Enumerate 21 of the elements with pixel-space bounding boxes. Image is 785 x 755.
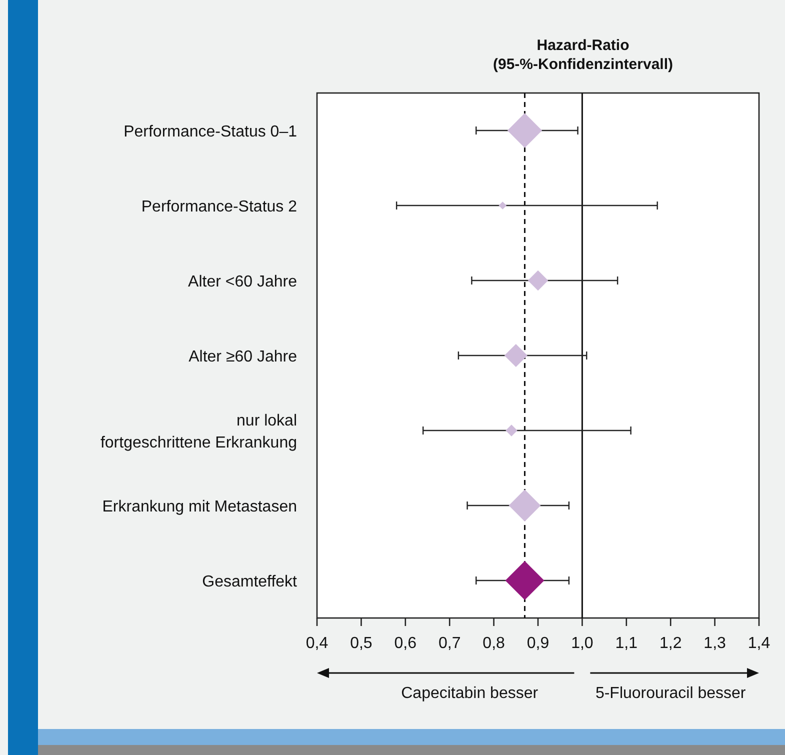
text: 5-Fluorouracil besser — [595, 685, 746, 702]
y-tick-label: Alter <60 Jahre — [188, 274, 298, 290]
x-tick-label: 0,8 — [482, 635, 506, 652]
x-tick-label: 1,1 — [615, 635, 638, 652]
x-tick-label: 1,3 — [704, 635, 726, 652]
y-tick-label: Alter ≥60 Jahre — [188, 348, 298, 366]
x-tick-label: 1,0 — [571, 635, 594, 652]
x-tick-label: 0,9 — [526, 635, 550, 652]
text: Capecitabin besser — [401, 685, 539, 702]
y-tick-label: Erkrankung mit Metastasen — [102, 498, 297, 516]
y-tick-label: nur lokal fortgeschrittene Erkrankung — [100, 412, 297, 452]
y-tick-label: Performance-Status 0–1 — [124, 124, 298, 140]
x-tick-label: 1,4 — [748, 635, 770, 652]
x-tick-label: 1,2 — [659, 635, 682, 652]
x-tick-label: 0,6 — [394, 635, 417, 652]
x-tick-label: 0,4 — [306, 635, 328, 652]
x-tick-label: 0,5 — [350, 635, 372, 652]
y-tick-label: Gesamteffekt — [202, 574, 298, 590]
chart-title: Hazard-Ratio (95-%-Konfidenzintervall) — [492, 37, 674, 73]
x-tick-label: 0,7 — [438, 635, 461, 652]
y-tick-label: Performance-Status 2 — [141, 198, 298, 216]
